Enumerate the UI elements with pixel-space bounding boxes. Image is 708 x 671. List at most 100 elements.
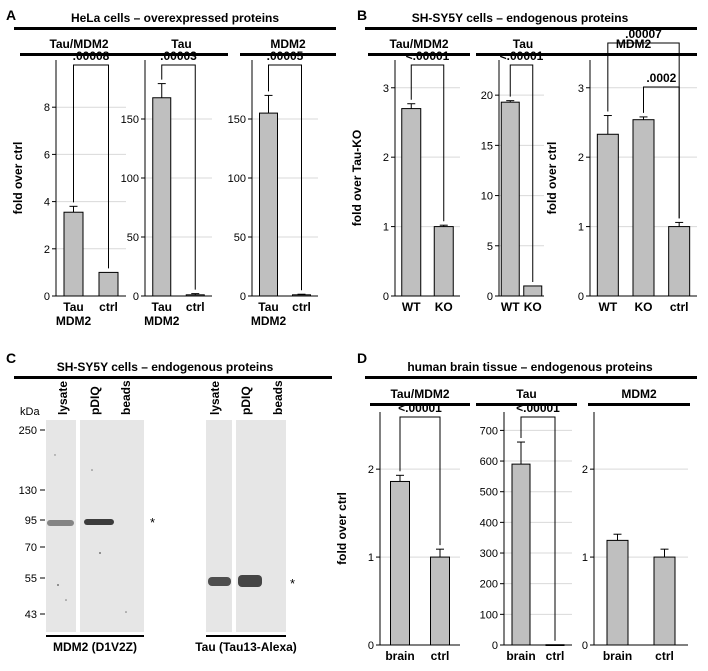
chart-d1: Tau/MDM2 0 1 2 fold over ctrl brain ctrl <.0000… — [335, 387, 470, 663]
bar — [545, 644, 565, 646]
p-value-label: .00003 — [160, 49, 197, 63]
blot-tau — [206, 420, 286, 632]
y-axis-label: fold over ctrl — [11, 142, 25, 215]
y-tick-label: 400 — [480, 517, 498, 529]
bar — [430, 556, 450, 646]
y-tick-label: 2 — [582, 464, 588, 476]
y-tick-label: 150 — [121, 114, 139, 126]
significance-bracket — [73, 64, 109, 269]
y-tick-label: 2 — [368, 464, 374, 476]
chart-title-rule — [476, 53, 570, 56]
x-tick-label: KO — [635, 300, 653, 314]
bar — [401, 108, 422, 297]
panel-c-rule — [14, 376, 332, 379]
panel-a-rule — [14, 27, 336, 30]
y-tick-label: 50 — [127, 232, 139, 244]
marker-250: 250 — [19, 425, 37, 437]
blot-mdm2-ip-strip — [80, 420, 144, 632]
y-tick-label: 1 — [383, 222, 389, 234]
y-tick-label: 4 — [44, 197, 50, 209]
y-tick-label: 50 — [234, 232, 246, 244]
p-value-label: .00005 — [267, 49, 304, 63]
y-tick-label: 500 — [480, 487, 498, 499]
chart-d2: Tau 0 100 200 300 400 500 600 700 brain ctrl <.0000… — [476, 387, 577, 663]
bar — [500, 101, 520, 297]
caption-mdm2: MDM2 (D1V2Z) — [53, 640, 137, 654]
significance-bracket — [643, 86, 680, 219]
y-tick-label: 1 — [368, 552, 374, 564]
chart-title: Tau/MDM2 — [49, 37, 108, 51]
panel-a-header: A HeLa cells – overexpressed proteins — [6, 7, 336, 30]
bar — [98, 271, 119, 297]
y-tick-label: 10 — [481, 191, 493, 203]
x-tick-label: ctrl — [186, 300, 205, 314]
significance-bracket — [161, 64, 196, 290]
significance-bracket — [410, 64, 445, 222]
marker-70: 70 — [25, 542, 37, 554]
chart-title: Tau — [516, 387, 536, 401]
panel-a-title: HeLa cells – overexpressed proteins — [71, 11, 279, 25]
x-tick-label: MDM2 — [144, 314, 180, 328]
y-tick-label: 0 — [240, 291, 246, 303]
western-blots: kDa 250 130 95 70 55 43 lysate pDIQ bead… — [19, 380, 297, 654]
bar — [511, 463, 531, 646]
y-axis-label: fold over ctrl — [545, 142, 559, 215]
x-tick-label: MDM2 — [56, 314, 92, 328]
bar — [596, 133, 619, 297]
x-tick-label: WT — [402, 300, 421, 314]
y-tick-label: 2 — [578, 152, 584, 164]
p-value-label: .0002 — [646, 71, 676, 85]
lane-lysate-right: lysate — [208, 381, 222, 415]
chart-title-rule — [476, 403, 577, 406]
chart-b3: MDM2 0 1 2 3 fold over ctrl WT KO ctrl .00007 .000… — [545, 27, 697, 314]
x-tick-label: brain — [506, 649, 535, 663]
x-tick-label: ctrl — [292, 300, 311, 314]
chart-title-rule — [20, 53, 138, 56]
blot-mdm2-speckles — [54, 454, 127, 613]
band-tau-lysate — [208, 577, 231, 586]
band-mdm2-lysate — [47, 520, 74, 526]
marker-43: 43 — [25, 609, 37, 621]
panel-b-letter: B — [357, 7, 367, 23]
chart-title: MDM2 — [616, 37, 652, 51]
caption-rule-left — [46, 635, 144, 637]
panel-c-letter: C — [6, 350, 16, 366]
x-tick-label: Tau — [63, 300, 83, 314]
panel-a-letter: A — [6, 7, 16, 23]
y-tick-label: 0 — [383, 291, 389, 303]
x-tick-label: ctrl — [655, 649, 674, 663]
panel-d-rule — [365, 376, 697, 379]
y-tick-label: 600 — [480, 456, 498, 468]
y-tick-label: 0 — [487, 291, 493, 303]
panel-d-title: human brain tissue – endogenous proteins — [407, 360, 653, 374]
band-mdm2-pdiq — [84, 519, 114, 525]
panel-c-title: SH-SY5Y cells – endogenous proteins — [57, 360, 274, 374]
marker-130: 130 — [19, 485, 37, 497]
lane-beads-right: beads — [271, 380, 285, 415]
p-value-label: <.00001 — [398, 401, 442, 415]
bar — [653, 556, 676, 646]
marker-labels: 250 130 95 70 55 43 — [19, 425, 37, 621]
bar — [523, 285, 543, 297]
chart-title-rule — [368, 53, 470, 56]
chart-b1: Tau/MDM2 0 1 2 3 fold over Tau-KO WT KO <.00001 — [350, 37, 470, 314]
panel-d-letter: D — [357, 350, 367, 366]
blot-mdm2 — [46, 420, 144, 632]
lane-beads-left: beads — [119, 380, 133, 415]
chart-title-rule — [240, 53, 336, 56]
y-tick-label: 3 — [578, 83, 584, 95]
y-tick-label: 2 — [44, 244, 50, 256]
y-tick-label: 20 — [481, 90, 493, 102]
panel-b-header: B SH-SY5Y cells – endogenous proteins — [357, 7, 697, 30]
bar — [63, 211, 84, 297]
y-tick-label: 100 — [480, 609, 498, 621]
lane-lysate-left: lysate — [56, 381, 70, 415]
y-tick-label: 6 — [44, 149, 50, 161]
p-value-label: <.00001 — [406, 49, 450, 63]
panel-b-title: SH-SY5Y cells – endogenous proteins — [412, 11, 629, 25]
y-tick-label: 300 — [480, 548, 498, 560]
caption-tau: Tau (Tau13-Alexa) — [195, 640, 297, 654]
